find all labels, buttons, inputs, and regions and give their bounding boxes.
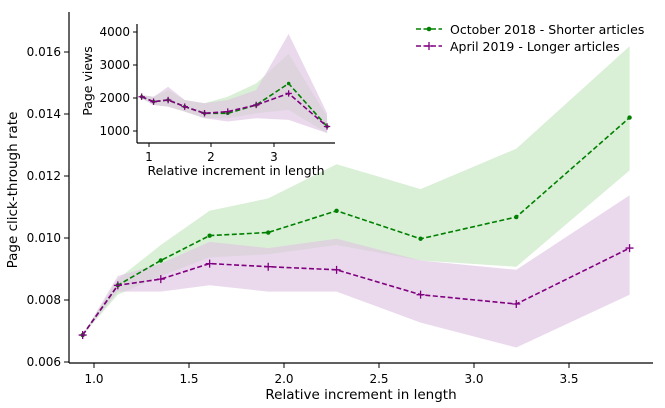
main-y-tick-label: 0.016 — [27, 45, 61, 59]
main-y-tick-label: 0.008 — [27, 293, 61, 307]
legend-label-april-2019: April 2019 - Longer articles — [450, 39, 620, 54]
main-point-april-2019 — [156, 275, 165, 284]
inset-x-tick-label: 2 — [207, 150, 215, 164]
main-point-april-2019 — [416, 290, 425, 299]
main-x-tick-label: 1.5 — [179, 372, 198, 386]
legend-entry-october-2018: October 2018 - Shorter articles — [416, 22, 644, 37]
main-y-tick-label: 0.006 — [27, 355, 61, 369]
main-y-tick-label: 0.010 — [27, 231, 61, 245]
inset-point-april-2019 — [323, 123, 331, 130]
inset-point-april-2019 — [181, 103, 188, 110]
main-x-tick-label: 3.5 — [559, 372, 578, 386]
inset-point-april-2019 — [252, 101, 260, 109]
main-point-october-2018 — [266, 230, 271, 235]
main-point-april-2019 — [78, 331, 87, 340]
inset-series-lines — [141, 82, 328, 128]
main-band-october-2018 — [82, 46, 630, 335]
inset-x-tick-label: 1 — [145, 150, 153, 164]
main-x-axis-label: Relative increment in length — [265, 387, 456, 403]
inset-x-tick-label: 3 — [270, 150, 278, 164]
main-point-april-2019 — [205, 259, 214, 268]
inset-y-tick-label: 4000 — [99, 25, 130, 39]
inset-point-april-2019 — [138, 93, 145, 100]
inset-point-october-2018 — [286, 81, 291, 86]
inset-y-tick-label: 1000 — [99, 124, 130, 138]
main-point-october-2018 — [418, 236, 423, 241]
inset-chart: 1 2 3 1000 2000 3000 4000 Relative incre… — [80, 24, 337, 178]
inset-y-axis-label: Page views — [80, 46, 95, 116]
main-point-april-2019 — [332, 265, 341, 274]
main-confidence-bands — [82, 46, 630, 348]
main-y-tick-label: 0.014 — [27, 107, 61, 121]
inset-point-april-2019 — [285, 90, 292, 97]
main-band-april-2019 — [82, 195, 630, 348]
inset-y-tick-label: 3000 — [99, 58, 130, 72]
main-series-markers — [78, 115, 634, 340]
inset-y-tick-label: 2000 — [99, 91, 130, 105]
main-y-tick-label: 0.012 — [27, 169, 61, 183]
main-point-october-2018 — [334, 208, 339, 213]
legend-plus-marker — [425, 42, 433, 50]
inset-line-april-2019 — [141, 92, 328, 128]
legend-label-october-2018: October 2018 - Shorter articles — [450, 22, 644, 37]
main-y-ticks: 0.006 0.008 0.010 0.012 0.014 0.016 — [27, 45, 69, 369]
main-x-tick-label: 2.0 — [274, 372, 293, 386]
main-point-october-2018 — [158, 258, 163, 263]
main-point-october-2018 — [207, 233, 212, 238]
inset-y-ticks: 1000 2000 3000 4000 — [99, 25, 137, 138]
main-point-october-2018 — [514, 214, 519, 220]
main-y-axis-label: Page click-through rate — [5, 112, 21, 269]
main-line-october-2018 — [82, 116, 631, 336]
main-point-october-2018 — [627, 115, 632, 120]
main-x-tick-label: 3.0 — [464, 372, 483, 386]
legend-entry-april-2019: April 2019 - Longer articles — [416, 39, 620, 54]
main-point-april-2019 — [512, 299, 521, 308]
inset-point-april-2019 — [150, 98, 157, 105]
main-point-april-2019 — [113, 281, 122, 290]
legend-dot-marker — [426, 26, 432, 32]
inset-point-april-2019 — [224, 108, 231, 115]
main-x-ticks: 1.0 1.5 2.0 2.5 3.0 3.5 — [84, 363, 579, 386]
main-point-april-2019 — [625, 244, 634, 253]
inset-series-markers — [138, 81, 331, 130]
main-chart: 1.0 1.5 2.0 2.5 3.0 3.5 0.006 0.008 0.01… — [5, 12, 653, 403]
inset-x-axis-label: Relative increment in length — [147, 163, 324, 178]
inset-point-april-2019 — [164, 96, 172, 104]
main-x-tick-label: 2.5 — [369, 372, 388, 386]
inset-point-april-2019 — [201, 110, 208, 117]
main-point-april-2019 — [264, 262, 273, 271]
legend: October 2018 - Shorter articles April 20… — [416, 22, 644, 54]
main-x-tick-label: 1.0 — [84, 372, 103, 386]
inset-x-ticks: 1 2 3 — [145, 143, 278, 164]
